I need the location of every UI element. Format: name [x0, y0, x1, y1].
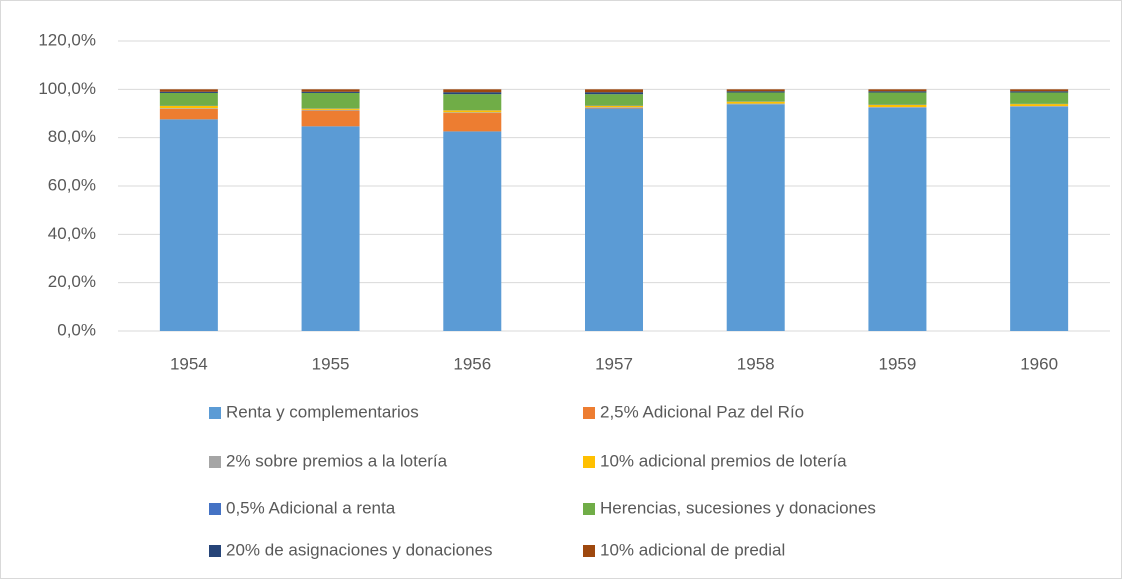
- bar-segment: [868, 91, 927, 93]
- bar-segment: [301, 109, 360, 111]
- bar-segment: [301, 108, 360, 110]
- legend-swatch: [209, 456, 221, 468]
- bar-segment: [159, 89, 218, 92]
- bar-segment: [726, 103, 785, 105]
- bar-segment: [159, 92, 218, 106]
- bar-segment: [726, 92, 785, 102]
- legend-label: 0,5% Adicional a renta: [226, 498, 396, 517]
- bar-segment: [443, 92, 502, 95]
- legend-swatch: [583, 456, 595, 468]
- y-tick-label: 120,0%: [38, 30, 96, 49]
- bar-segment: [301, 126, 360, 331]
- bar-segment: [443, 112, 502, 114]
- bar-segment: [726, 101, 785, 104]
- bar-segment: [1010, 92, 1069, 104]
- y-tick-label: 60,0%: [48, 175, 96, 194]
- y-tick-label: 0,0%: [57, 320, 96, 339]
- bar-segment: [868, 92, 927, 105]
- bar-segment: [585, 107, 643, 108]
- x-tick-label: 1957: [595, 354, 633, 373]
- legend-label: Herencias, sucesiones y donaciones: [600, 498, 876, 517]
- bar-segment: [443, 113, 502, 132]
- bar-segment: [726, 104, 785, 331]
- legend-swatch: [209, 545, 221, 557]
- bar-segment: [585, 94, 643, 106]
- legend-label: Renta y complementarios: [226, 402, 419, 421]
- bar-segment: [301, 91, 360, 93]
- legend-label: 20% de asignaciones y donaciones: [226, 540, 493, 559]
- bar-segment: [443, 110, 502, 113]
- bar-segment: [868, 89, 927, 92]
- y-tick-label: 40,0%: [48, 224, 96, 243]
- x-tick-label: 1954: [170, 354, 208, 373]
- x-tick-label: 1958: [737, 354, 775, 373]
- x-tick-label: 1959: [879, 354, 917, 373]
- legend-label: 10% adicional premios de lotería: [600, 451, 847, 470]
- x-tick-label: 1960: [1020, 354, 1058, 373]
- legend-swatch: [209, 503, 221, 515]
- y-tick-label: 80,0%: [48, 127, 96, 146]
- bar-segment: [868, 104, 927, 107]
- bar-segment: [1010, 106, 1069, 107]
- bar-segment: [159, 108, 218, 120]
- bar-segment: [585, 108, 643, 331]
- bar-segment: [159, 106, 218, 109]
- x-tick-label: 1955: [312, 354, 350, 373]
- bar-segment: [1010, 91, 1069, 93]
- bar-segment: [443, 131, 502, 331]
- bar-segment: [726, 89, 785, 92]
- bar-segment: [1010, 104, 1069, 107]
- bar-segment: [301, 110, 360, 127]
- bar-segment: [585, 89, 643, 93]
- legend-swatch: [583, 407, 595, 419]
- bar-segment: [726, 91, 785, 93]
- legend-swatch: [209, 407, 221, 419]
- bar-segment: [868, 106, 927, 108]
- bar-segment: [443, 89, 502, 93]
- bar-segment: [1010, 106, 1069, 331]
- bar-segment: [443, 94, 502, 111]
- legend-label: 2% sobre premios a la lotería: [226, 451, 448, 470]
- bar-segment: [1010, 89, 1069, 92]
- y-tick-label: 20,0%: [48, 272, 96, 291]
- bar-segment: [585, 105, 643, 108]
- legend-label: 10% adicional de predial: [600, 540, 785, 559]
- bar-segment: [585, 92, 643, 95]
- x-tick-label: 1956: [453, 354, 491, 373]
- bar-segment: [159, 108, 218, 109]
- bar-segment: [159, 91, 218, 93]
- legend-swatch: [583, 545, 595, 557]
- bar-segment: [868, 107, 927, 331]
- bar-segment: [301, 92, 360, 109]
- y-tick-label: 100,0%: [38, 79, 96, 98]
- legend-swatch: [583, 503, 595, 515]
- legend-label: 2,5% Adicional Paz del Río: [600, 402, 804, 421]
- bar-segment: [301, 89, 360, 92]
- bar-segment: [159, 119, 218, 331]
